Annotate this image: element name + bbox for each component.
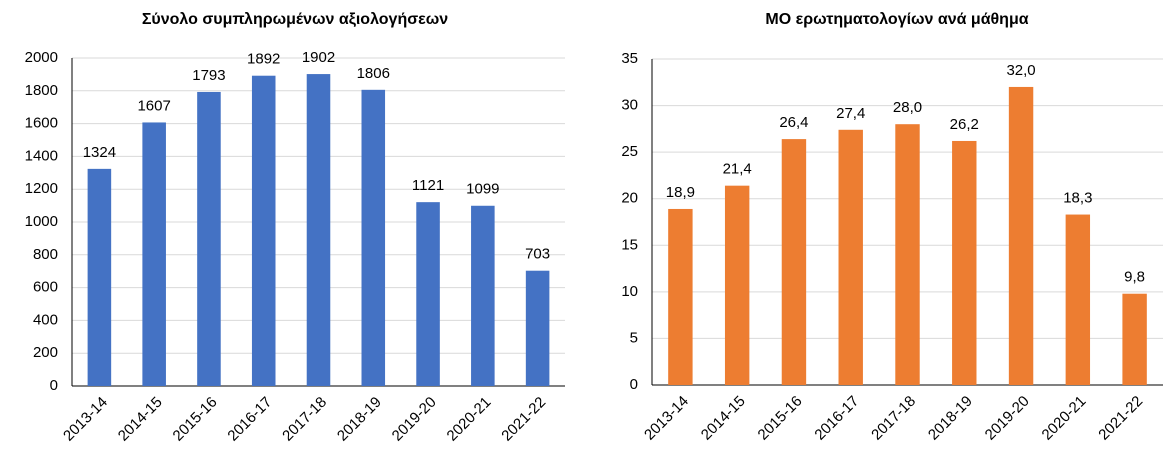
x-tick-label: 2017-18: [279, 394, 330, 445]
x-tick-label: 2016-17: [224, 394, 275, 445]
y-tick-label: 0: [50, 377, 58, 394]
value-label: 28,0: [893, 99, 922, 116]
value-label: 21,4: [723, 161, 752, 178]
value-label: 26,2: [950, 116, 979, 133]
value-label: 32,0: [1006, 62, 1035, 79]
bar: [1008, 86, 1034, 385]
y-tick-label: 800: [33, 246, 58, 263]
bar: [952, 140, 977, 385]
value-label: 26,4: [779, 114, 808, 131]
y-tick-label: 0: [630, 376, 638, 393]
value-label: 1324: [83, 144, 116, 161]
value-label: 703: [525, 246, 550, 263]
x-tick-label: 2014-15: [115, 394, 166, 445]
x-tick-label: 2020-21: [444, 394, 495, 445]
bar: [471, 205, 495, 386]
y-tick-label: 1600: [25, 115, 58, 132]
bar: [668, 208, 693, 385]
bar: [87, 168, 112, 386]
y-tick-label: 35: [621, 50, 638, 67]
x-tick-label: 2015-16: [755, 393, 806, 444]
y-tick-label: 5: [630, 329, 638, 346]
bar: [838, 129, 863, 385]
value-label: 18,3: [1063, 190, 1092, 207]
x-tick-label: 2020-21: [1039, 393, 1090, 444]
bar: [416, 202, 440, 386]
x-tick-label: 2017-18: [868, 393, 919, 444]
x-tick-label: 2013-14: [641, 393, 692, 444]
value-label: 18,9: [666, 184, 695, 201]
y-tick-label: 30: [621, 97, 638, 114]
bar: [361, 89, 386, 386]
y-tick-label: 600: [33, 279, 58, 296]
x-tick-label: 2021-22: [498, 394, 549, 445]
y-tick-label: 200: [33, 344, 58, 361]
value-label: 1099: [466, 181, 499, 198]
bar: [895, 124, 920, 385]
bar: [142, 122, 166, 387]
y-tick-label: 20: [621, 190, 638, 207]
chart-title: ΜΟ ερωτηματολογίων ανά μάθημα: [765, 11, 1028, 28]
bar: [251, 75, 276, 386]
x-tick-label: 2014-15: [698, 393, 749, 444]
x-tick-label: 2018-19: [925, 393, 976, 444]
chart-title: Σύνολο συμπληρωμένων αξιολογήσεων: [142, 11, 448, 28]
bar: [724, 185, 750, 385]
value-label: 9,8: [1124, 269, 1145, 286]
y-tick-label: 1400: [25, 147, 58, 164]
y-tick-label: 400: [33, 311, 58, 328]
x-tick-label: 2016-17: [811, 393, 862, 444]
x-tick-label: 2019-20: [389, 394, 440, 445]
value-label: 1892: [247, 51, 280, 68]
bar: [197, 91, 221, 386]
x-tick-label: 2018-19: [334, 394, 385, 445]
bar: [525, 270, 550, 386]
value-label: 1121: [412, 177, 444, 194]
value-label: 1902: [302, 49, 335, 66]
y-tick-label: 15: [621, 236, 638, 253]
value-label: 1607: [137, 97, 170, 114]
bar: [306, 74, 331, 387]
value-label: 1806: [357, 65, 390, 82]
x-tick-label: 2021-22: [1095, 393, 1146, 444]
value-label: 27,4: [836, 105, 865, 122]
value-label: 1793: [192, 67, 225, 84]
bar: [1122, 293, 1147, 385]
y-tick-label: 1000: [25, 213, 58, 230]
y-tick-label: 10: [621, 283, 638, 300]
x-tick-label: 2013-14: [60, 394, 111, 445]
bar: [1065, 214, 1091, 385]
y-tick-label: 1800: [25, 82, 58, 99]
x-tick-label: 2019-20: [982, 393, 1033, 444]
y-tick-label: 1200: [25, 180, 58, 197]
bar: [781, 139, 807, 385]
y-tick-label: 2000: [25, 49, 58, 66]
y-tick-label: 25: [621, 143, 638, 160]
x-tick-label: 2015-16: [170, 394, 221, 445]
